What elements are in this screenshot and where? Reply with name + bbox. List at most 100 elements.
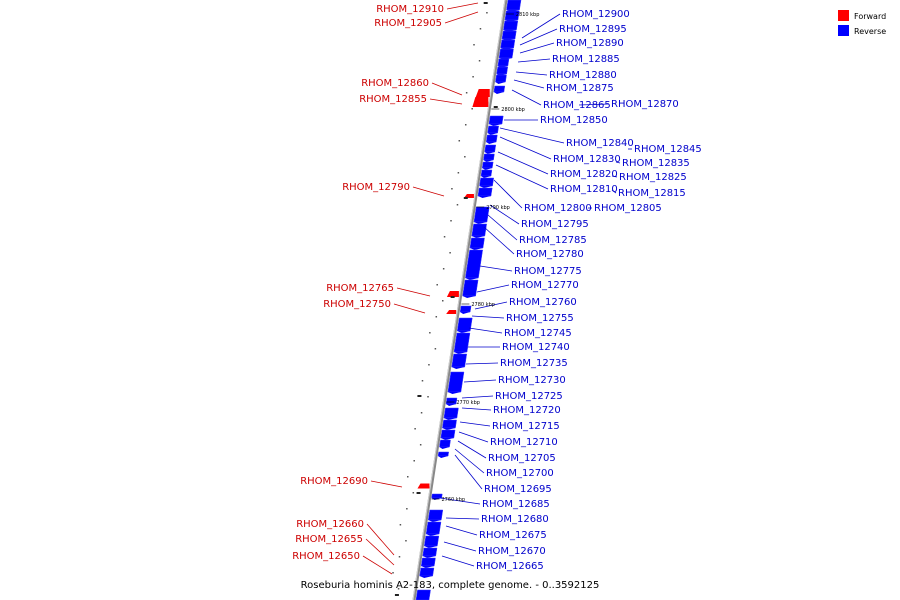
feature-dot (406, 508, 408, 510)
gene-label[interactable]: RHOM_12770 (511, 280, 579, 291)
gene-label[interactable]: RHOM_12665 (476, 561, 544, 572)
reverse-gene-block (469, 237, 485, 249)
reverse-gene-arrow (460, 312, 471, 314)
gene-label[interactable]: RHOM_12845 (634, 144, 702, 155)
gene-label[interactable]: RHOM_12800 (524, 203, 592, 214)
gene-label[interactable]: RHOM_12885 (552, 54, 620, 65)
gene-label[interactable]: RHOM_12905 (374, 18, 442, 29)
gene-label[interactable]: RHOM_12660 (296, 519, 364, 530)
reverse-gene-arrow (439, 447, 450, 449)
gene-label[interactable]: RHOM_12720 (493, 405, 561, 416)
gene-label[interactable]: RHOM_12805 (594, 203, 662, 214)
feature-dot (405, 540, 407, 542)
gene-label[interactable]: RHOM_12740 (502, 342, 570, 353)
gene-label[interactable]: RHOM_12835 (622, 158, 690, 169)
label-leader-line (445, 525, 478, 536)
gene-label[interactable]: RHOM_12895 (559, 24, 627, 35)
label-leader-line (474, 301, 508, 310)
reverse-gene-arrow (443, 418, 457, 420)
label-leader-line (412, 186, 445, 197)
gene-label[interactable]: RHOM_12900 (562, 9, 630, 20)
label-leader-line (519, 42, 555, 54)
reverse-gene-arrow (481, 176, 492, 178)
gene-label[interactable]: RHOM_12870 (611, 99, 679, 110)
gene-label[interactable]: RHOM_12715 (492, 421, 560, 432)
genome-axis-highlight (412, 0, 506, 600)
reverse-gene-arrow (469, 248, 483, 250)
gene-label[interactable]: RHOM_12910 (376, 4, 444, 15)
gene-label[interactable]: RHOM_12855 (359, 94, 427, 105)
forward-gene-block (446, 291, 459, 297)
gene-label[interactable]: RHOM_12655 (295, 534, 363, 545)
gene-label[interactable]: RHOM_12865 (543, 100, 611, 111)
feature-dot (421, 380, 424, 382)
label-leader-line (611, 175, 618, 178)
feature-dot (414, 428, 416, 430)
gene-label[interactable]: RHOM_12780 (516, 249, 584, 260)
reverse-gene-block (425, 521, 442, 535)
label-leader-line (441, 555, 475, 567)
legend-reverse-swatch (838, 25, 849, 36)
gene-label[interactable]: RHOM_12700 (486, 468, 554, 479)
reverse-gene-arrow (457, 331, 471, 333)
reverse-gene-block (447, 371, 465, 393)
minor-feature (416, 492, 421, 494)
label-leader-line (393, 303, 426, 314)
reverse-gene-block (427, 509, 444, 521)
gene-label[interactable]: RHOM_12670 (478, 546, 546, 557)
label-leader-line (445, 517, 480, 520)
gene-label[interactable]: RHOM_12690 (300, 476, 368, 487)
gene-label[interactable]: RHOM_12685 (482, 499, 550, 510)
gene-label[interactable]: RHOM_12675 (479, 530, 547, 541)
gene-label[interactable]: RHOM_12850 (540, 115, 608, 126)
label-leader-line (444, 11, 479, 24)
gene-label[interactable]: RHOM_12710 (490, 437, 558, 448)
gene-label[interactable]: RHOM_12810 (550, 184, 618, 195)
label-leader-line (497, 151, 549, 175)
reverse-gene-block (415, 589, 431, 600)
gene-label[interactable]: RHOM_12695 (484, 484, 552, 495)
gene-label[interactable]: RHOM_12680 (481, 514, 549, 525)
gene-label[interactable]: RHOM_12830 (553, 154, 621, 165)
gene-label[interactable]: RHOM_12775 (514, 266, 582, 277)
gene-label[interactable]: RHOM_12745 (504, 328, 572, 339)
feature-dot (435, 316, 438, 318)
gene-label[interactable]: RHOM_12875 (546, 83, 614, 94)
gene-label[interactable]: RHOM_12725 (495, 391, 563, 402)
label-leader-line (365, 538, 395, 566)
gene-label[interactable]: RHOM_12705 (488, 453, 556, 464)
gene-label[interactable]: RHOM_12790 (342, 182, 410, 193)
gene-label[interactable]: RHOM_12860 (361, 78, 429, 89)
gene-label[interactable]: RHOM_12755 (506, 313, 574, 324)
gene-label[interactable]: RHOM_12750 (323, 299, 391, 310)
gene-label[interactable]: RHOM_12825 (619, 172, 687, 183)
gene-label[interactable]: RHOM_12795 (521, 219, 589, 230)
feature-dot (397, 588, 400, 590)
label-leader-line (615, 161, 621, 164)
label-leader-line (458, 431, 489, 443)
gene-label[interactable]: RHOM_12820 (550, 169, 618, 180)
feature-dot (429, 332, 431, 334)
reverse-gene-arrow (488, 124, 502, 126)
gene-label[interactable]: RHOM_12735 (500, 358, 568, 369)
label-leader-line (499, 136, 552, 160)
gene-label[interactable]: RHOM_12730 (498, 375, 566, 386)
gene-label[interactable]: RHOM_12840 (566, 138, 634, 149)
feature-dot (471, 108, 473, 110)
reverse-gene-block (479, 177, 494, 187)
gene-label[interactable]: RHOM_12815 (618, 188, 686, 199)
gene-label[interactable]: RHOM_12890 (556, 38, 624, 49)
position-ticks: 2810 kbp 2800 kbp 2790 kbp 2780 kbp 2770 kbp… (431, 12, 539, 503)
label-leader-line (454, 448, 485, 474)
gene-label[interactable]: RHOM_12765 (326, 283, 394, 294)
reverse-gene-block (484, 144, 497, 153)
feature-dot (458, 140, 461, 142)
gene-label[interactable]: RHOM_12650 (292, 551, 360, 562)
minor-feature (463, 197, 468, 199)
gene-label[interactable]: RHOM_12880 (549, 70, 617, 81)
label-leader-line (578, 103, 610, 106)
reverse-gene-block (459, 305, 472, 313)
reverse-gene-arrow (424, 546, 438, 548)
gene-label[interactable]: RHOM_12760 (509, 297, 577, 308)
gene-label[interactable]: RHOM_12785 (519, 235, 587, 246)
